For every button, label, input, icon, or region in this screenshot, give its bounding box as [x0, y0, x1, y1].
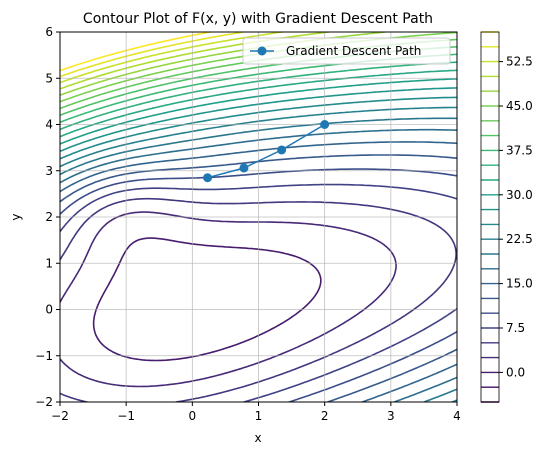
x-tick-label: 4 [453, 409, 461, 423]
contour-level-10 [60, 117, 457, 402]
colorbar-frame [480, 31, 500, 403]
legend-box [242, 37, 451, 65]
y-tick-label: 3 [45, 164, 53, 178]
x-tick-label: −1 [117, 409, 135, 423]
y-tick-label: 2 [45, 210, 53, 224]
x-tick-label: 0 [189, 409, 197, 423]
colorbar: 0.0 7.5 15.0 22.5 30.0 37.5 45.0 52.5 [480, 31, 533, 403]
y-tick-label: 0 [45, 303, 53, 317]
chart-title: Contour Plot of F(x, y) with Gradient De… [83, 11, 433, 27]
y-axis-ticks: −2 −1 0 1 2 3 4 5 6 [35, 25, 60, 409]
legend-entry-gradient-descent-path: Gradient Descent Path [286, 44, 421, 58]
contour-level-3 [60, 211, 397, 388]
x-tick-label: 1 [255, 409, 263, 423]
contour-level-24 [60, 32, 245, 78]
x-axis-label: x [254, 431, 261, 445]
x-tick-label: 2 [321, 409, 329, 423]
colorbar-tick-label: 22.5 [506, 232, 533, 246]
x-tick-label: −2 [51, 409, 69, 423]
contour-level-25 [60, 32, 211, 72]
colorbar-tick-label: 45.0 [506, 99, 533, 113]
contour-level-23 [60, 32, 283, 84]
x-tick-label: 3 [387, 409, 395, 423]
contour-level-14 [60, 78, 457, 145]
colorbar-tick-label: 7.5 [506, 321, 525, 335]
y-tick-label: 1 [45, 256, 53, 270]
contour-level-15 [60, 69, 457, 138]
contour-level-2 [92, 237, 322, 362]
colorbar-tick-label: 15.0 [506, 277, 533, 291]
gradient-descent-path [203, 120, 330, 183]
contour-level-12 [60, 96, 457, 160]
contour-level-9 [60, 128, 457, 402]
colorbar-tick-label: 52.5 [506, 55, 533, 69]
path-point [277, 145, 287, 155]
y-tick-label: 5 [45, 71, 53, 85]
x-axis-ticks: −2 −1 0 1 2 3 4 [51, 402, 461, 423]
path-point [203, 173, 213, 183]
y-tick-label: −1 [35, 349, 53, 363]
path-line [207, 123, 326, 179]
y-axis-label: y [9, 213, 23, 220]
path-point [239, 163, 249, 173]
y-tick-label: 6 [45, 25, 53, 39]
path-point [320, 120, 330, 129]
legend: Gradient Descent Path [242, 37, 451, 65]
contour-level-4 [60, 197, 457, 402]
grid-lines [59, 31, 458, 403]
contour-level-13 [60, 87, 457, 153]
legend-marker-swatch [257, 46, 267, 56]
y-tick-label: 4 [45, 118, 53, 132]
colorbar-tick-label: 30.0 [506, 188, 533, 202]
colorbar-tick-label: 0.0 [506, 365, 525, 379]
colorbar-tick-label: 37.5 [506, 143, 533, 157]
colorbar-background [481, 32, 499, 402]
y-tick-label: −2 [35, 395, 53, 409]
contour-lines [60, 32, 457, 402]
